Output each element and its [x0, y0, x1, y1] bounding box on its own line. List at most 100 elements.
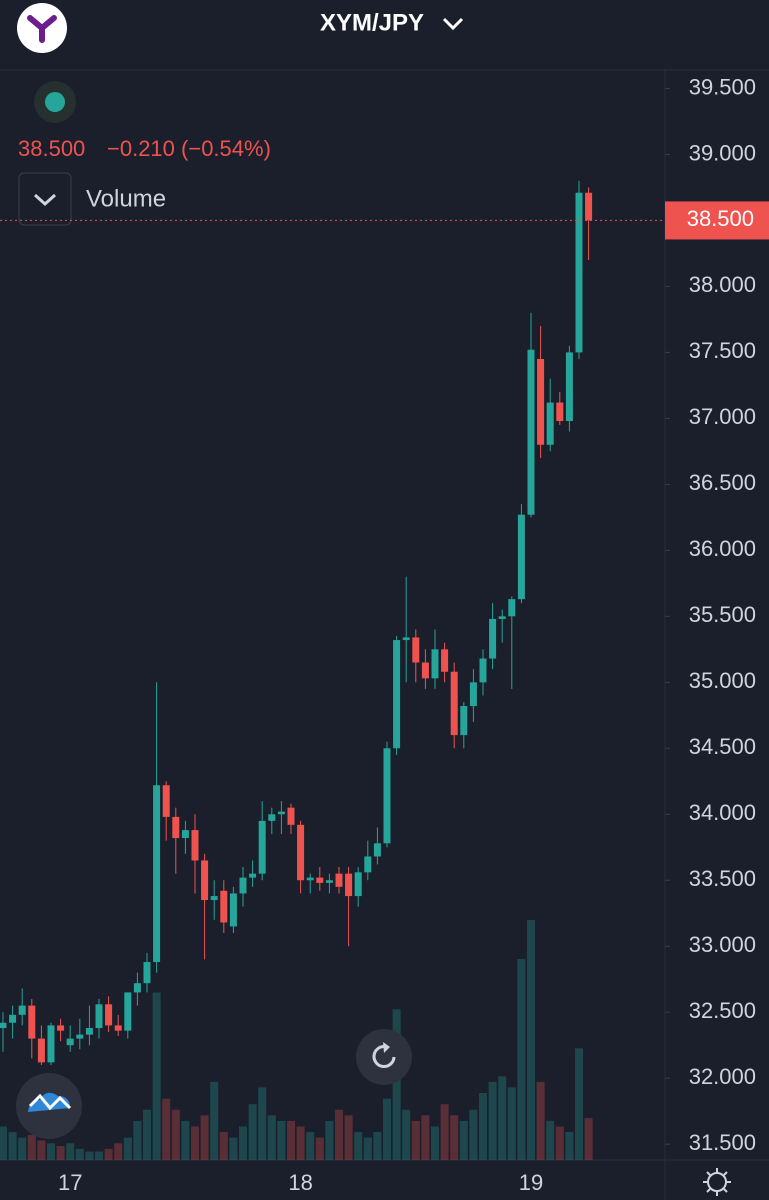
candle-body — [66, 1038, 74, 1046]
volume-bar — [383, 1098, 391, 1160]
volume-bar — [123, 1137, 132, 1160]
candle-body — [460, 706, 468, 736]
candle-body — [489, 618, 497, 659]
candle-body — [469, 682, 477, 707]
candle-body — [316, 877, 324, 883]
volume-bar — [267, 1115, 276, 1160]
candle-body — [76, 1034, 84, 1039]
volume-bar — [143, 1109, 151, 1160]
candle-body — [537, 358, 545, 445]
candle-body — [229, 893, 237, 927]
candle-body — [479, 658, 487, 683]
candle-body — [210, 896, 218, 901]
candle-body — [297, 824, 305, 881]
volume-bar — [411, 1120, 420, 1160]
candle-body — [450, 671, 458, 736]
volume-bar — [18, 1137, 27, 1160]
candle-body — [85, 1028, 93, 1035]
volume-bar — [133, 1120, 142, 1160]
candle-body — [508, 599, 516, 617]
indicator-toggle[interactable] — [18, 172, 72, 226]
settings-button[interactable] — [703, 1168, 731, 1196]
candle-body — [546, 402, 554, 445]
candle-body — [268, 814, 276, 821]
y-tick-label: 34.000 — [689, 800, 756, 825]
y-tick-label: 35.500 — [689, 602, 756, 627]
candle-body — [527, 349, 535, 515]
volume-bar — [325, 1120, 334, 1160]
candle-body — [57, 1025, 65, 1031]
volume-bar — [498, 1076, 507, 1160]
candle-body — [28, 1005, 36, 1039]
reset-arrow — [383, 1042, 390, 1053]
volume-bar — [536, 1081, 545, 1160]
plot: 31.500 32.000 32.500 33.000 33.500 34.000 34.5… — [0, 74, 769, 1195]
cloud-line — [28, 1093, 72, 1111]
candle-body — [181, 830, 189, 839]
candle-body — [133, 983, 141, 993]
volume-bar — [277, 1120, 286, 1160]
volume-bar — [27, 1134, 36, 1160]
volume-bar — [152, 992, 161, 1160]
candle-body — [277, 811, 285, 815]
candle-body — [565, 352, 573, 422]
volume-bar — [191, 1126, 199, 1160]
y-tick-label: 35.000 — [689, 668, 756, 693]
volume-bar — [344, 1115, 353, 1160]
volume-bar — [440, 1104, 449, 1160]
y-tick-label: 32.000 — [689, 1064, 756, 1089]
y-tick-label: 38.000 — [689, 272, 756, 297]
volume-bar — [363, 1137, 372, 1160]
volume-bar — [421, 1115, 430, 1160]
volume-bar — [37, 1140, 46, 1160]
volume-bar — [162, 1098, 171, 1160]
y-tick-label: 37.000 — [689, 404, 756, 429]
candle-body — [18, 1005, 26, 1015]
volume-bar — [555, 1126, 564, 1160]
volume-bar — [75, 1148, 84, 1160]
reset-button[interactable] — [356, 1029, 412, 1085]
symbol-title[interactable]: XYM/JPY — [320, 9, 424, 36]
candle-body — [373, 843, 381, 857]
y-tick-label: 39.500 — [689, 74, 756, 99]
y-tick-label: 36.500 — [689, 470, 756, 495]
candle-body — [393, 640, 401, 749]
status-dot — [45, 92, 65, 112]
candle-body — [249, 873, 257, 878]
candle-body — [201, 860, 209, 901]
volume-bar — [335, 1109, 343, 1160]
volume-bar — [287, 1120, 295, 1160]
volume-bar — [488, 1081, 497, 1160]
x-tick-label: 19 — [519, 1170, 543, 1195]
candle-body — [37, 1038, 45, 1063]
volume-bar — [517, 959, 526, 1160]
y-tick-label: 39.000 — [689, 140, 756, 165]
drawing-button[interactable] — [16, 1073, 82, 1139]
legend-change: −0.210 (−0.54%) — [107, 136, 271, 161]
candle-body — [172, 816, 180, 839]
candle-body — [143, 962, 151, 984]
volume-bar — [402, 1109, 411, 1160]
toggle-chevron — [33, 193, 57, 207]
volume-bar — [527, 920, 535, 1160]
volume-bar — [507, 1087, 516, 1160]
volume-bar — [171, 1109, 180, 1160]
reset-icon — [372, 1045, 396, 1069]
legend-price: 38.500 — [18, 136, 85, 161]
candle-body — [354, 872, 362, 897]
candle-body — [191, 830, 199, 861]
symbol-dropdown[interactable] — [442, 17, 464, 31]
volume-bar — [315, 1137, 324, 1160]
logo-mark — [27, 15, 57, 43]
volume-bar — [200, 1115, 209, 1160]
logo[interactable] — [17, 3, 67, 53]
y-tick-label: 37.500 — [689, 338, 756, 363]
candle-body — [114, 1025, 122, 1031]
volume-bar — [104, 1148, 113, 1160]
volume-bar — [431, 1126, 439, 1160]
volume-bar — [575, 1048, 583, 1160]
candle-body — [0, 1022, 7, 1029]
volume-bar — [56, 1146, 65, 1160]
candle-body — [95, 1004, 103, 1029]
volume-bar — [354, 1132, 363, 1160]
